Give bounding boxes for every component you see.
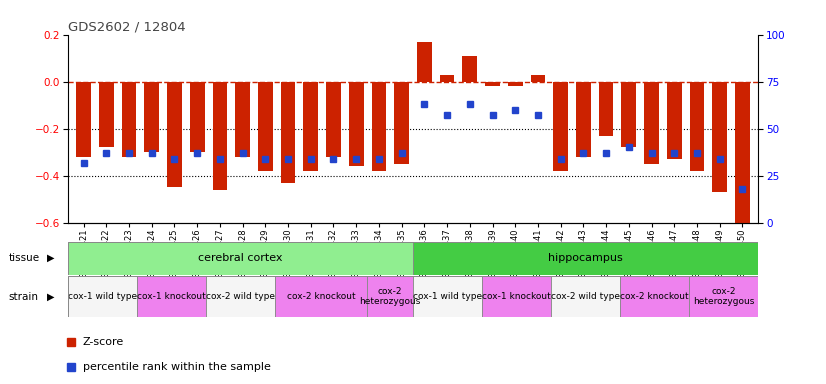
- Bar: [439, 74, 454, 82]
- Bar: [167, 82, 182, 187]
- Bar: [326, 82, 341, 157]
- Text: cox-2 knockout: cox-2 knockout: [287, 292, 355, 301]
- Text: tissue: tissue: [8, 253, 40, 263]
- Bar: [413, 242, 758, 275]
- Bar: [417, 41, 432, 82]
- Bar: [303, 82, 318, 171]
- Text: ▶: ▶: [47, 291, 55, 302]
- Bar: [212, 82, 227, 190]
- Bar: [413, 276, 482, 317]
- Bar: [551, 276, 620, 317]
- Bar: [68, 276, 137, 317]
- Text: cox-1 knockout: cox-1 knockout: [137, 292, 206, 301]
- Bar: [275, 276, 367, 317]
- Text: cox-2 knockout: cox-2 knockout: [620, 292, 689, 301]
- Bar: [145, 82, 159, 152]
- Text: cox-1 wild type: cox-1 wild type: [68, 292, 137, 301]
- Bar: [530, 74, 545, 82]
- Bar: [599, 82, 614, 136]
- Bar: [621, 82, 636, 147]
- Bar: [620, 276, 689, 317]
- Text: cox-2
heterozygous: cox-2 heterozygous: [359, 287, 420, 306]
- Bar: [690, 82, 705, 171]
- Bar: [667, 82, 681, 159]
- Bar: [576, 82, 591, 157]
- Text: percentile rank within the sample: percentile rank within the sample: [83, 362, 271, 372]
- Text: cerebral cortex: cerebral cortex: [198, 253, 282, 263]
- Text: hippocampus: hippocampus: [548, 253, 623, 263]
- Bar: [206, 276, 275, 317]
- Bar: [258, 82, 273, 171]
- Text: Z-score: Z-score: [83, 337, 124, 347]
- Bar: [121, 82, 136, 157]
- Bar: [508, 82, 523, 86]
- Bar: [190, 82, 205, 152]
- Bar: [349, 82, 363, 166]
- Bar: [689, 276, 758, 317]
- Text: cox-2 wild type: cox-2 wild type: [206, 292, 275, 301]
- Bar: [482, 276, 551, 317]
- Bar: [281, 82, 296, 183]
- Text: strain: strain: [8, 291, 38, 302]
- Bar: [235, 82, 250, 157]
- Text: cox-2 wild type: cox-2 wild type: [551, 292, 620, 301]
- Bar: [712, 82, 727, 192]
- Bar: [367, 276, 413, 317]
- Bar: [372, 82, 387, 171]
- Bar: [394, 82, 409, 164]
- Text: cox-1 wild type: cox-1 wild type: [413, 292, 482, 301]
- Bar: [76, 82, 91, 157]
- Text: cox-2
heterozygous: cox-2 heterozygous: [693, 287, 754, 306]
- Bar: [463, 56, 477, 82]
- Text: ▶: ▶: [47, 253, 55, 263]
- Text: GDS2602 / 12804: GDS2602 / 12804: [68, 20, 185, 33]
- Bar: [553, 82, 568, 171]
- Bar: [68, 242, 413, 275]
- Bar: [644, 82, 659, 164]
- Text: cox-1 knockout: cox-1 knockout: [482, 292, 551, 301]
- Bar: [485, 82, 500, 86]
- Bar: [735, 82, 750, 223]
- Bar: [137, 276, 206, 317]
- Bar: [99, 82, 114, 147]
